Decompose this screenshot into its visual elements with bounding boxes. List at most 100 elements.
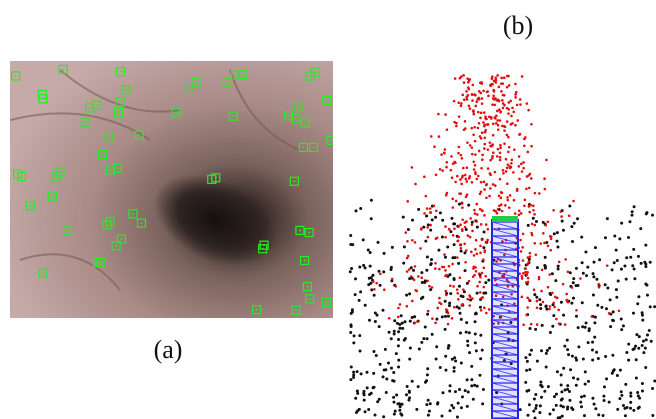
red-point: [513, 148, 516, 152]
black-point: [465, 404, 469, 408]
black-point: [352, 375, 356, 379]
red-point: [502, 172, 505, 175]
feature-point: [101, 153, 104, 156]
black-point: [651, 413, 655, 417]
black-point: [466, 339, 470, 343]
feature-point: [302, 146, 305, 149]
red-point: [545, 158, 548, 162]
feature-box: [98, 150, 108, 160]
red-point: [416, 320, 419, 323]
feature-point: [325, 301, 328, 304]
black-point: [631, 264, 635, 268]
black-point: [475, 291, 479, 295]
black-point: [416, 385, 420, 389]
black-point: [452, 243, 456, 247]
black-point: [648, 305, 652, 309]
red-point: [499, 203, 503, 206]
tower-diag: [491, 284, 519, 293]
black-point: [435, 345, 439, 349]
red-point: [433, 145, 436, 149]
red-point: [525, 102, 529, 105]
black-point: [556, 245, 560, 249]
feature-box: [38, 268, 48, 278]
red-point: [428, 207, 432, 210]
red-point: [387, 316, 391, 320]
red-point: [489, 144, 492, 148]
black-point: [473, 320, 477, 324]
red-point: [473, 273, 476, 277]
black-point: [574, 314, 578, 318]
black-point: [639, 261, 643, 265]
black-point: [604, 354, 608, 358]
red-point: [499, 196, 503, 200]
red-point: [487, 308, 491, 311]
red-point: [525, 175, 529, 178]
black-point: [630, 210, 634, 214]
red-point: [530, 222, 534, 226]
black-point: [440, 315, 444, 319]
red-point: [483, 188, 486, 191]
red-point: [462, 128, 466, 132]
black-point: [565, 338, 569, 342]
red-point: [484, 128, 487, 132]
red-point: [501, 99, 504, 102]
black-point: [459, 294, 463, 298]
black-point: [385, 377, 389, 381]
red-point: [441, 169, 444, 172]
red-point: [521, 232, 525, 236]
black-point: [352, 341, 356, 345]
red-point: [507, 101, 511, 104]
black-point: [381, 375, 385, 379]
red-point: [460, 157, 464, 160]
red-point: [479, 137, 483, 140]
red-point: [474, 270, 478, 273]
black-point: [465, 321, 469, 325]
red-point: [462, 73, 465, 77]
red-point: [539, 242, 543, 245]
black-point: [587, 329, 591, 333]
red-point: [444, 293, 448, 297]
red-point: [482, 258, 485, 262]
red-point: [553, 295, 557, 299]
red-point: [522, 166, 525, 170]
black-point: [555, 239, 559, 243]
red-point: [518, 272, 521, 276]
red-point: [520, 277, 524, 280]
black-point: [577, 345, 581, 349]
red-point: [546, 244, 550, 248]
black-point: [365, 370, 369, 374]
feature-point: [241, 73, 244, 76]
red-point: [533, 213, 536, 216]
black-point: [452, 406, 456, 410]
red-point: [490, 156, 494, 160]
black-point: [470, 220, 474, 224]
red-point: [504, 204, 507, 207]
red-point: [479, 180, 483, 184]
black-point: [409, 266, 413, 270]
red-point: [535, 306, 539, 310]
red-point: [494, 76, 498, 80]
black-point: [400, 321, 404, 325]
black-point: [624, 382, 628, 386]
red-point: [459, 192, 463, 195]
red-point: [372, 280, 375, 283]
red-point: [426, 309, 430, 313]
tower-diag: [491, 389, 519, 398]
feature-point: [263, 244, 266, 247]
red-point: [470, 223, 474, 226]
black-point: [583, 370, 587, 374]
feature-box: [104, 132, 114, 142]
feature-box: [47, 192, 57, 202]
red-point: [458, 276, 462, 280]
red-point: [528, 251, 532, 255]
feature-box: [321, 297, 331, 307]
red-point: [527, 108, 530, 112]
feature-box: [293, 102, 303, 112]
black-point: [359, 290, 363, 294]
tower-diag: [491, 277, 519, 286]
feature-point: [88, 106, 91, 109]
black-point: [441, 218, 445, 222]
black-point: [350, 308, 354, 312]
red-point: [470, 180, 474, 184]
